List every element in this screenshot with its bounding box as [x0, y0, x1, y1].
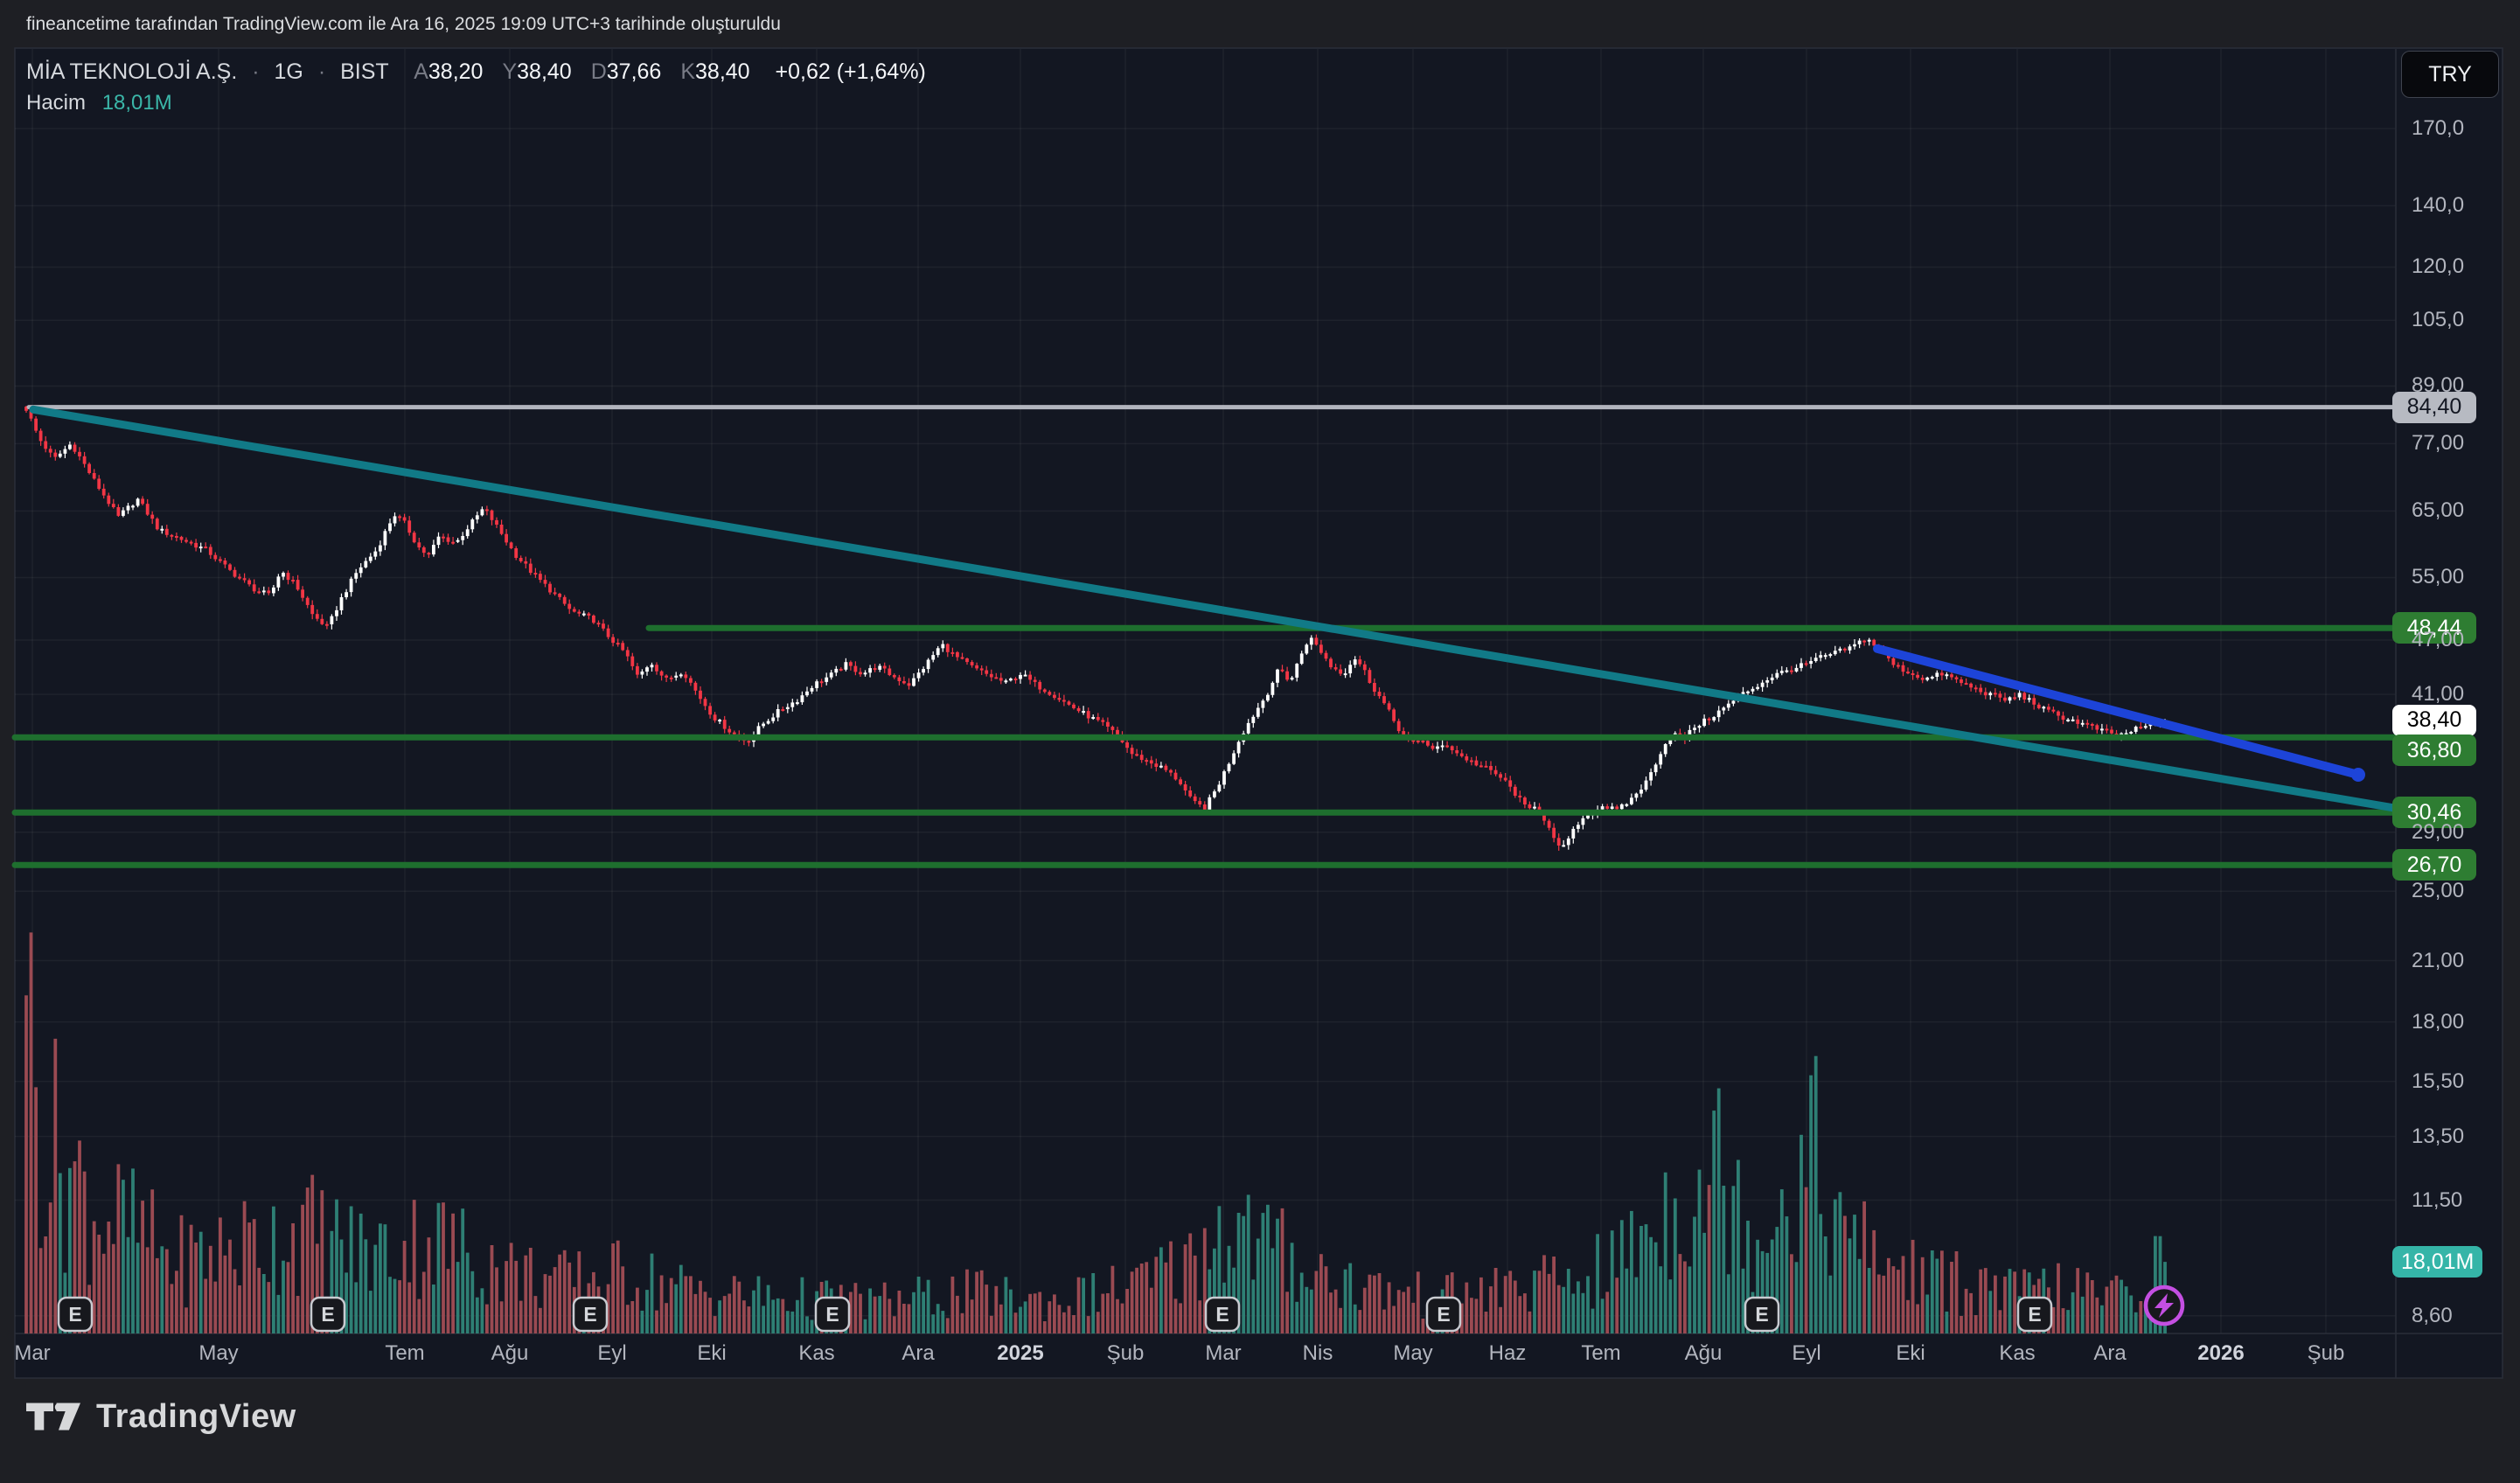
separator: ·	[252, 59, 260, 84]
price-tick-label: 55,00	[2412, 565, 2465, 589]
time-tick-label: Kas	[798, 1341, 835, 1365]
svg-text:E: E	[825, 1303, 839, 1326]
tradingview-logo-icon[interactable]	[26, 1397, 80, 1436]
price-tick-label: 170,0	[2412, 116, 2465, 140]
symbol-title[interactable]: MİA TEKNOLOJİ A.Ş.	[26, 59, 238, 84]
svg-text:E: E	[68, 1303, 81, 1326]
price-tick-label: 15,50	[2412, 1069, 2465, 1093]
svg-text:E: E	[1755, 1303, 1768, 1326]
change-value: +0,62 (+1,64%)	[775, 59, 926, 84]
separator: ·	[317, 59, 326, 84]
currency-toggle-button[interactable]: TRY	[2401, 51, 2499, 98]
ohlc-value: 38,40	[695, 59, 750, 84]
volume-label: Hacim	[26, 91, 87, 115]
time-tick-label: Nis	[1302, 1341, 1333, 1365]
symbol-interval[interactable]: 1G	[274, 59, 303, 84]
price-tick-label: 41,00	[2412, 682, 2465, 707]
price-tick-label: 77,00	[2412, 431, 2465, 456]
price-tick-label: 13,50	[2412, 1124, 2465, 1148]
time-tick-label: Kas	[1999, 1341, 2036, 1365]
time-tick-label: Eki	[697, 1341, 727, 1365]
price-level-badge: 36,80	[2392, 735, 2476, 767]
volume-value: 18,01M	[101, 91, 172, 115]
ohlc-label: D	[590, 59, 607, 84]
price-tick-label: 120,0	[2412, 254, 2465, 279]
price-level-badge: 48,44	[2392, 612, 2476, 644]
volume-bars	[24, 932, 2167, 1334]
price-tick-label: 89,00	[2412, 373, 2465, 398]
time-tick-label: Eki	[1896, 1341, 1925, 1365]
time-tick-label: Tem	[385, 1341, 425, 1365]
price-tick-label: 47,00	[2412, 627, 2465, 651]
attribution-text: fineancetime tarafından TradingView.com …	[26, 14, 781, 34]
ohlc-values: A38,20 Y38,40 D37,66 K38,40	[394, 59, 749, 84]
time-tick-label: Tem	[1581, 1341, 1621, 1365]
price-tick-label: 11,50	[2412, 1187, 2463, 1212]
time-tick-label: Ağu	[1684, 1341, 1723, 1365]
ohlc-label: Y	[502, 59, 518, 84]
chart-pane[interactable]	[15, 49, 2396, 1333]
price-tick-label: 21,00	[2412, 948, 2465, 972]
time-tick-label: Eyl	[1792, 1341, 1821, 1365]
time-tick-label: Ağu	[491, 1341, 529, 1365]
time-tick-label: Haz	[1488, 1341, 1527, 1365]
price-tick-label: 105,0	[2412, 308, 2465, 332]
svg-text:E: E	[1437, 1303, 1450, 1326]
price-level-badge: 30,46	[2392, 797, 2476, 829]
time-tick-label: 2026	[2197, 1341, 2245, 1365]
time-tick-label: Eyl	[597, 1341, 627, 1365]
svg-text:E: E	[583, 1303, 596, 1326]
price-tick-label: 18,00	[2412, 1009, 2465, 1034]
time-tick-label: Ara	[2093, 1341, 2127, 1365]
tradingview-brand[interactable]: TradingView	[96, 1397, 296, 1435]
ohlc-label: K	[680, 59, 696, 84]
time-tick-label: May	[1393, 1341, 1433, 1365]
price-level-badge: 18,01M	[2392, 1246, 2483, 1278]
ohlc-label: A	[414, 59, 428, 84]
time-tick-label: 2025	[997, 1341, 1044, 1365]
ohlc-value: 38,40	[517, 59, 572, 84]
symbol-exchange: BIST	[340, 59, 389, 84]
price-level-badge: 84,40	[2392, 391, 2476, 423]
price-tick-label: 29,00	[2412, 819, 2465, 844]
price-level-badge: 26,70	[2392, 849, 2476, 881]
symbol-header: MİA TEKNOLOJİ A.Ş. · 1G · BIST A38,20 Y38…	[26, 59, 926, 85]
time-tick-label: Şub	[2307, 1341, 2345, 1365]
time-tick-label: May	[198, 1341, 239, 1365]
price-tick-label: 25,00	[2412, 879, 2465, 903]
price-tick-label: 140,0	[2412, 193, 2465, 218]
time-tick-label: Mar	[1205, 1341, 1242, 1365]
ohlc-value: 37,66	[606, 59, 662, 84]
footer: TradingView	[26, 1397, 296, 1436]
volume-row: Hacim 18,01M	[26, 91, 172, 115]
svg-text:E: E	[2028, 1303, 2041, 1326]
svg-text:E: E	[321, 1303, 334, 1326]
price-tick-label: 8,60	[2412, 1303, 2453, 1327]
price-tick-label: 65,00	[2412, 498, 2465, 523]
time-tick-label: Mar	[14, 1341, 51, 1365]
time-tick-label: Şub	[1106, 1341, 1145, 1365]
svg-text:E: E	[1215, 1303, 1229, 1326]
price-level-badge: 38,40	[2392, 704, 2476, 736]
ohlc-value: 38,20	[428, 59, 484, 84]
time-tick-label: Ara	[901, 1341, 935, 1365]
